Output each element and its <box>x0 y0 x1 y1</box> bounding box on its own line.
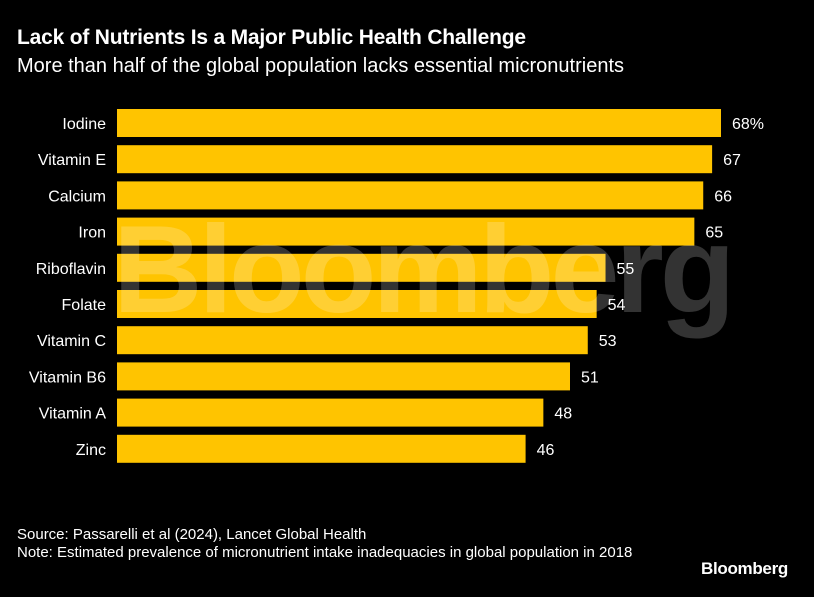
value-label-vitamin-e: 67 <box>723 152 741 169</box>
chart-subtitle: More than half of the global population … <box>17 55 625 77</box>
bar-calcium <box>117 181 704 210</box>
category-label-vitamin-b6: Vitamin B6 <box>29 369 106 386</box>
category-label-zinc: Zinc <box>76 442 106 459</box>
chart-title: Lack of Nutrients Is a Major Public Heal… <box>17 26 526 49</box>
value-label-iron: 65 <box>705 225 723 242</box>
category-label-vitamin-a: Vitamin A <box>39 406 107 423</box>
category-label-riboflavin: Riboflavin <box>36 261 106 278</box>
value-label-vitamin-b6: 51 <box>581 369 599 386</box>
bar-folate <box>117 290 597 318</box>
category-label-folate: Folate <box>62 297 107 314</box>
category-label-vitamin-c: Vitamin C <box>37 333 106 350</box>
bar-vitamin-e <box>117 145 713 174</box>
bloomberg-logo: Bloomberg <box>700 559 788 578</box>
value-label-riboflavin: 55 <box>617 261 635 278</box>
value-label-vitamin-c: 53 <box>599 333 617 350</box>
category-label-iodine: Iodine <box>62 116 106 133</box>
source-note: Source: Passarelli et al (2024), Lancet … <box>17 526 367 543</box>
category-label-vitamin-e: Vitamin E <box>38 152 106 169</box>
bar-riboflavin <box>117 253 606 282</box>
value-label-folate: 54 <box>608 297 626 314</box>
bar-zinc <box>117 434 526 463</box>
value-label-iodine: 68% <box>732 116 764 133</box>
value-label-calcium: 66 <box>714 188 732 205</box>
bar-vitamin-a <box>117 398 544 427</box>
bar-iodine <box>117 109 721 137</box>
footnote: Note: Estimated prevalence of micronutri… <box>17 544 633 561</box>
category-label-calcium: Calcium <box>48 188 106 205</box>
value-label-vitamin-a: 48 <box>554 406 572 423</box>
bar-vitamin-c <box>117 326 588 355</box>
category-label-iron: Iron <box>78 225 106 242</box>
bar-vitamin-b6 <box>117 362 570 391</box>
value-label-zinc: 46 <box>537 442 555 459</box>
bar-iron <box>117 217 695 246</box>
